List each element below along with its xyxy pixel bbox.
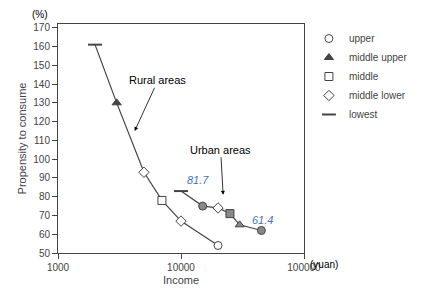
svg-text:60: 60 [39,229,51,240]
svg-text:110: 110 [34,135,50,146]
svg-text:middle lower: middle lower [349,90,406,101]
svg-text:150: 150 [33,60,50,71]
svg-text:upper: upper [349,33,375,44]
svg-text:(yuan): (yuan) [310,259,338,270]
svg-text:50: 50 [39,248,51,259]
svg-text:140: 140 [33,79,50,90]
svg-text:100000: 100000 [287,262,321,273]
svg-text:90: 90 [39,172,51,183]
svg-text:160: 160 [33,41,50,52]
svg-text:Urban areas: Urban areas [190,144,251,156]
svg-text:80: 80 [39,191,51,202]
svg-text:10000: 10000 [167,262,195,273]
svg-text:61.4: 61.4 [252,214,273,226]
svg-text:100: 100 [33,154,50,165]
svg-text:120: 120 [33,116,50,127]
svg-text:Propensity to consume: Propensity to consume [16,83,28,195]
svg-text:170: 170 [33,22,50,33]
svg-text:middle: middle [349,71,379,82]
svg-text:1000: 1000 [47,262,70,273]
svg-text:lowest: lowest [349,109,378,120]
svg-text:Income: Income [163,274,199,286]
svg-text:(%): (%) [32,9,48,20]
svg-text:Rural areas: Rural areas [129,74,186,86]
svg-text:middle upper: middle upper [349,52,407,63]
svg-text:70: 70 [39,210,51,221]
svg-text:81.7: 81.7 [187,174,209,186]
svg-text:130: 130 [33,97,50,108]
